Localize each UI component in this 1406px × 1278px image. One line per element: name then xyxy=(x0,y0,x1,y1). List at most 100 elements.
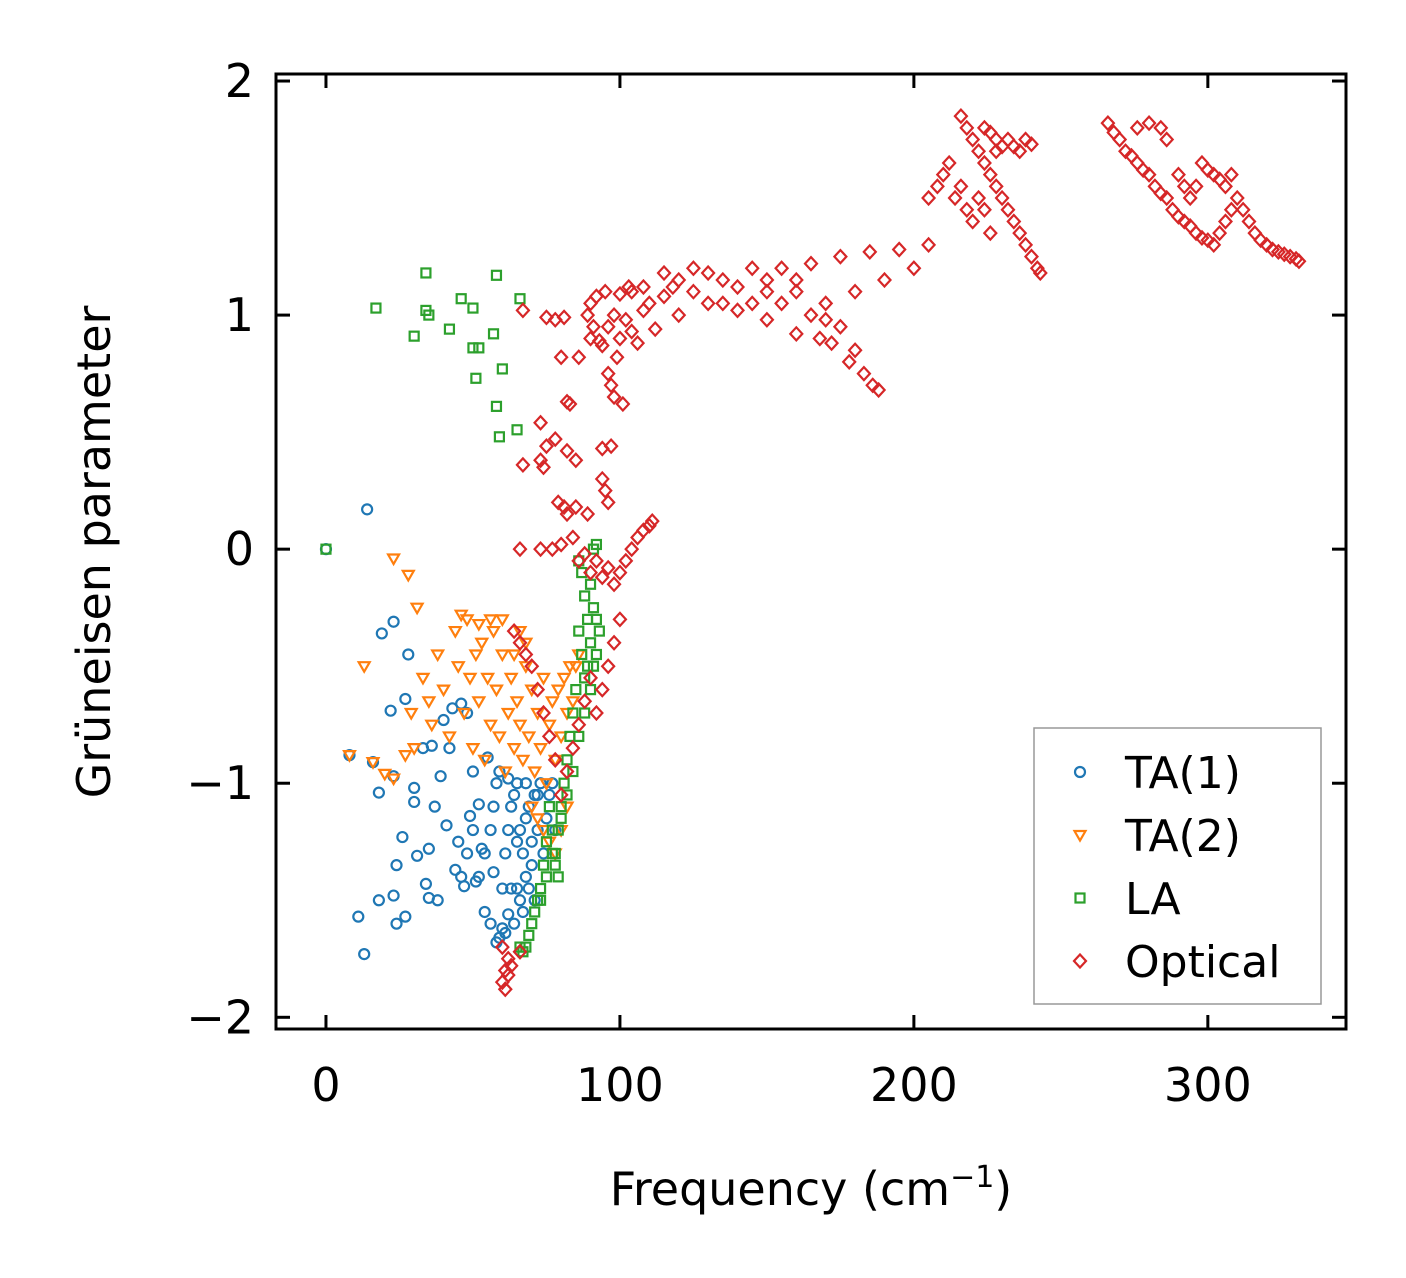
data-point xyxy=(437,713,450,727)
data-point xyxy=(553,536,569,553)
data-point xyxy=(1141,166,1157,183)
data-point xyxy=(450,661,466,674)
data-point xyxy=(539,778,554,791)
data-point xyxy=(730,302,746,319)
data-point xyxy=(390,859,403,872)
data-point xyxy=(497,766,513,780)
data-point xyxy=(1253,232,1269,249)
data-point xyxy=(513,894,527,907)
data-point xyxy=(1000,131,1016,148)
data-point xyxy=(630,335,646,352)
data-point xyxy=(425,739,438,752)
data-point xyxy=(953,178,969,195)
data-point xyxy=(455,293,467,305)
data-point xyxy=(1176,213,1192,230)
data-point xyxy=(593,625,605,637)
data-point xyxy=(581,660,594,672)
data-point xyxy=(573,730,585,743)
y-tick-label: 1 xyxy=(225,288,254,342)
data-point xyxy=(455,870,468,883)
data-point xyxy=(514,941,526,953)
data-point xyxy=(524,801,540,815)
data-point xyxy=(516,847,530,860)
data-point xyxy=(490,269,503,281)
data-point xyxy=(597,482,613,499)
plot-frame xyxy=(274,72,1348,1031)
data-point xyxy=(594,470,610,488)
data-point xyxy=(510,835,524,848)
legend-label: LA xyxy=(1125,874,1181,925)
data-point xyxy=(921,236,937,253)
data-point xyxy=(1023,248,1039,265)
x-tick-label: 200 xyxy=(870,1058,958,1112)
data-point xyxy=(550,684,566,698)
data-point xyxy=(536,459,551,476)
data-point xyxy=(1170,208,1186,225)
data-point xyxy=(524,684,540,698)
data-point xyxy=(375,627,388,640)
data-point xyxy=(536,672,551,686)
data-point xyxy=(478,905,491,919)
legend-label: TA(1) xyxy=(1124,748,1241,799)
legend-marker-optical xyxy=(1072,952,1088,970)
data-point xyxy=(832,318,848,335)
data-point xyxy=(615,395,631,413)
data-point xyxy=(1012,225,1028,242)
data-point xyxy=(1170,166,1186,183)
data-point xyxy=(1012,143,1028,160)
data-point xyxy=(493,431,506,443)
data-point xyxy=(818,311,834,328)
data-point xyxy=(447,625,463,639)
data-point xyxy=(534,894,547,906)
data-point xyxy=(647,321,663,338)
data-point xyxy=(518,646,534,663)
data-point xyxy=(540,871,553,883)
data-point xyxy=(597,283,613,300)
data-point xyxy=(1159,189,1175,207)
data-point xyxy=(490,777,503,790)
data-point xyxy=(523,929,535,941)
data-point xyxy=(759,271,775,289)
data-point xyxy=(386,553,401,567)
data-point xyxy=(576,566,588,579)
data-point xyxy=(1182,189,1198,207)
data-point xyxy=(481,751,494,764)
data-point xyxy=(525,859,538,872)
data-point xyxy=(534,882,547,895)
plot-markers xyxy=(319,108,1307,998)
data-point xyxy=(1018,236,1034,253)
data-point xyxy=(565,696,581,709)
data-point xyxy=(521,731,537,745)
data-point xyxy=(562,395,578,413)
data-point xyxy=(421,696,437,709)
data-point xyxy=(612,330,628,347)
data-point xyxy=(921,189,937,207)
data-point xyxy=(965,213,981,230)
data-point xyxy=(443,323,456,335)
data-point xyxy=(1018,131,1034,148)
data-point xyxy=(561,754,573,766)
data-point xyxy=(685,283,701,300)
data-point xyxy=(494,938,510,956)
data-point xyxy=(635,302,651,319)
data-point xyxy=(671,306,687,324)
data-point xyxy=(824,335,840,352)
data-point xyxy=(487,800,500,813)
data-point xyxy=(559,505,575,523)
data-point xyxy=(568,661,584,674)
data-point xyxy=(463,809,477,823)
data-point xyxy=(467,342,479,354)
data-point xyxy=(508,917,521,930)
data-point xyxy=(499,847,512,860)
legend: TA(1) TA(2) LA Optical xyxy=(1033,727,1322,1005)
data-point xyxy=(988,143,1004,160)
data-point xyxy=(372,786,385,799)
data-point xyxy=(1200,161,1216,179)
data-point xyxy=(953,108,969,125)
data-point xyxy=(759,283,775,300)
data-point xyxy=(606,576,622,593)
series-ta-2- xyxy=(342,553,587,862)
data-point xyxy=(856,365,872,382)
data-point xyxy=(571,349,587,366)
data-point xyxy=(656,264,672,282)
